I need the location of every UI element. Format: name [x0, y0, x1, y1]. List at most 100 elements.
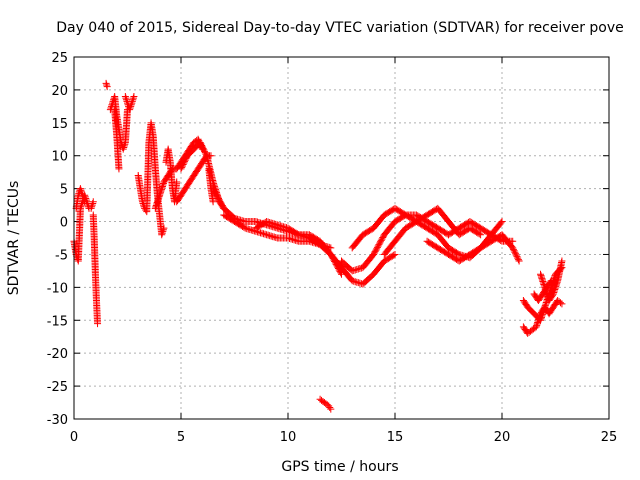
series-arc-main-3: [252, 218, 399, 288]
data-point: [498, 218, 506, 226]
data-point: [178, 163, 186, 171]
data-point: [80, 196, 88, 204]
data-point: [79, 191, 87, 199]
data-point: [201, 147, 209, 155]
data-point: [509, 244, 517, 252]
data-point: [80, 195, 88, 203]
series-arc-late-4: [530, 277, 555, 305]
data-point: [87, 204, 95, 212]
data-point: [158, 231, 166, 239]
data-point: [122, 94, 130, 102]
data-point: [173, 178, 181, 186]
series-arc-early-b: [72, 185, 89, 212]
x-tick-label: 5: [177, 430, 185, 445]
data-point: [202, 150, 210, 158]
series-arc-2.5-2.8: [121, 92, 138, 114]
data-point: [475, 230, 483, 238]
data-point: [515, 257, 523, 265]
data-point: [326, 403, 334, 411]
data-point: [509, 237, 517, 245]
series-arc-main-8: [445, 218, 517, 245]
x-axis-label: GPS time / hours: [281, 459, 398, 475]
x-tick-label: 10: [280, 430, 297, 445]
data-point: [477, 231, 485, 239]
data-point: [79, 193, 87, 201]
x-tick-label: 0: [70, 430, 78, 445]
x-tick-label: 25: [601, 430, 618, 445]
data-point: [119, 145, 127, 153]
data-point: [391, 250, 399, 258]
data-point: [121, 92, 129, 100]
data-point: [77, 188, 85, 196]
data-point: [179, 161, 187, 169]
data-point: [198, 143, 206, 151]
data-point: [159, 227, 167, 235]
data-point: [127, 101, 135, 109]
data-point: [197, 140, 205, 148]
data-point: [126, 104, 134, 112]
data-point: [160, 224, 168, 232]
series-arc-4.3-4.8-spike: [162, 145, 181, 206]
y-tick-label: -30: [47, 413, 68, 428]
series-arc-3.0-4.5: [134, 119, 168, 239]
data-point: [89, 199, 97, 207]
data-point: [180, 159, 188, 167]
data-point: [94, 320, 102, 328]
data-point: [510, 247, 518, 255]
data-point: [497, 219, 505, 227]
data-point: [77, 186, 85, 194]
data-point: [129, 96, 137, 104]
y-tick-label: 25: [51, 51, 68, 66]
data-point: [514, 256, 522, 264]
data-point: [454, 250, 462, 258]
y-tick-label: -5: [55, 248, 68, 263]
y-tick-label: 5: [60, 183, 68, 198]
data-point: [209, 198, 217, 206]
y-axis-label: SDTVAR / TECUs: [6, 181, 22, 296]
data-points: [70, 79, 566, 413]
y-tick-label: -20: [47, 347, 68, 362]
y-tick-label: 20: [51, 84, 68, 99]
data-point: [88, 203, 96, 211]
data-point: [199, 144, 207, 152]
data-point: [513, 253, 521, 261]
y-tick-label: -15: [47, 314, 68, 329]
data-point: [121, 140, 129, 148]
ticks: 0 5 10 15 20 25 -30 -25 -20 -15 -10 -5 0 5 10 15 20 25: [47, 51, 618, 445]
y-tick-label: 10: [51, 150, 68, 165]
data-point: [512, 251, 520, 259]
data-point: [390, 251, 398, 259]
data-point: [338, 270, 345, 278]
data-point: [103, 81, 111, 89]
series-arc-drop: [89, 211, 102, 328]
data-point: [129, 94, 137, 102]
data-point: [558, 257, 566, 265]
data-point: [88, 201, 96, 209]
data-point: [89, 198, 97, 206]
y-tick-label: -10: [47, 281, 68, 296]
data-point: [115, 165, 123, 173]
data-point: [181, 158, 189, 166]
data-point: [512, 250, 520, 258]
series-arc-spike-1.5: [102, 79, 111, 91]
chart-title: Day 040 of 2015, Sidereal Day-to-day VTE…: [56, 20, 624, 36]
plot-frame: [73, 56, 610, 420]
data-point: [78, 190, 86, 198]
data-point: [181, 156, 189, 164]
data-point: [293, 230, 301, 238]
data-point: [126, 106, 134, 114]
data-point: [327, 244, 335, 252]
data-point: [196, 139, 204, 147]
x-tick-label: 15: [387, 430, 404, 445]
series-arc-main-5: [348, 204, 485, 252]
series-arc-2.0-drop: [111, 106, 123, 173]
y-tick-label: 0: [60, 216, 68, 231]
data-point: [159, 226, 167, 234]
data-point: [497, 236, 505, 244]
data-point: [509, 245, 517, 253]
data-point: [103, 83, 111, 91]
data-point: [130, 92, 138, 100]
data-point: [102, 79, 110, 87]
data-point: [240, 223, 248, 231]
